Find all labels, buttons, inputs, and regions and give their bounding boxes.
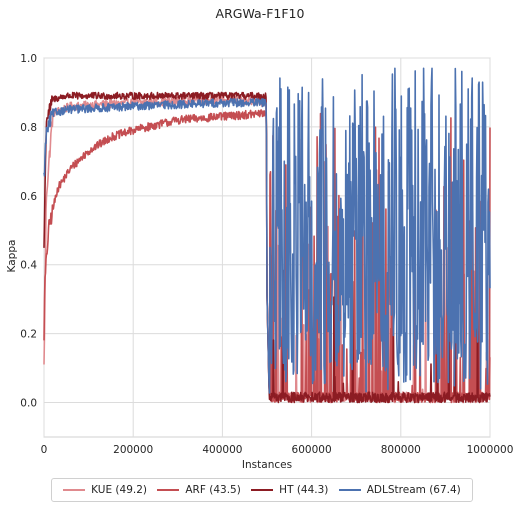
legend-swatch-kue	[63, 489, 86, 491]
series-line-adlstream	[43, 67, 491, 394]
legend-label-adlstream: ADLStream (67.4)	[366, 484, 461, 496]
x-tick-label-3: 600000	[292, 444, 332, 456]
y-tick-label-5: 1.0	[20, 53, 37, 65]
chart-title: ARGWa-F1F10	[216, 6, 305, 21]
y-tick-label-2: 0.4	[20, 260, 37, 272]
x-tick-label-4: 800000	[381, 444, 421, 456]
y-tick-label-0: 0.0	[20, 398, 37, 410]
legend-label-kue: KUE (49.2)	[91, 484, 148, 496]
x-tick-label-0: 0	[41, 444, 48, 456]
legend-item-kue: KUE (49.2)	[63, 484, 147, 496]
x-tick-label-2: 400000	[202, 444, 242, 456]
legend-swatch-ht	[251, 489, 274, 491]
x-tick-label-5: 1000000	[467, 444, 514, 456]
series-layer	[43, 67, 491, 404]
tick-labels: 0 200000 400000 600000 800000 1000000 0.0 0.2 0.…	[20, 53, 513, 456]
x-tick-label-1: 200000	[113, 444, 153, 456]
legend-swatch-adlstream	[338, 489, 361, 491]
y-tick-label-3: 0.6	[20, 191, 37, 203]
legend-item-adlstream: ADLStream (67.4)	[338, 484, 461, 496]
y-axis-label: Kappa	[6, 240, 18, 273]
y-tick-label-4: 0.8	[20, 122, 37, 134]
legend-label-arf: ARF (43.5)	[185, 484, 241, 496]
legend-item-ht: HT (44.3)	[251, 484, 328, 496]
legend: KUE (49.2) ARF (43.5) HT (44.3) ADLStrea…	[51, 478, 473, 502]
legend-label-ht: HT (44.3)	[279, 484, 329, 496]
y-tick-label-1: 0.2	[20, 329, 37, 341]
x-axis-label: Instances	[242, 459, 292, 471]
legend-item-arf: ARF (43.5)	[157, 484, 241, 496]
legend-swatch-arf	[157, 489, 180, 491]
